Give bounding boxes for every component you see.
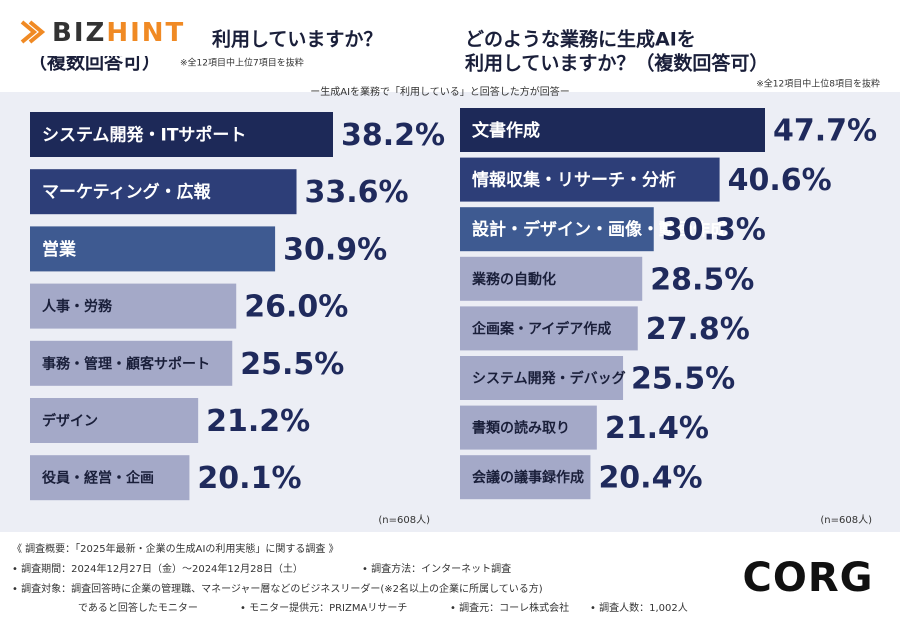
bar [460, 306, 638, 351]
category-label: マーケティング・広報 [42, 182, 212, 203]
subtitle: ー生成AIを業務で「利用している」と回答した方が回答ー [310, 85, 570, 98]
logo-icon [20, 20, 46, 44]
value-label: 30.9% [283, 232, 387, 267]
bar [30, 283, 237, 329]
chart-note: ※全12項目中上位7項目を抜粋 [180, 57, 304, 69]
bar [460, 108, 765, 152]
category-label: システム開発・ITサポート [42, 125, 246, 146]
bar [460, 405, 597, 450]
category-label: 事務・管理・顧客サポート [42, 355, 210, 372]
value-label: 25.5% [631, 362, 735, 397]
value-label: 38.2% [341, 118, 445, 153]
brand-logo: CORG [743, 555, 874, 601]
bar [30, 226, 276, 272]
footer-item: • 調査対象：調査回答時に企業の管理職、マネージャー層などのビジネスリーダー(※… [12, 582, 543, 595]
bar [460, 455, 591, 500]
category-label: 会議の議事録作成 [472, 469, 584, 486]
bar [460, 256, 643, 301]
footer-item: • 調査方法：インターネット調査 [362, 562, 511, 575]
footer-item: であると回答したモニター [78, 601, 198, 614]
category-label: 設計・デザイン・画像・動画作成 [472, 219, 727, 240]
sample-size: (n=608人) [378, 514, 430, 526]
category-label: システム開発・デバッグ [472, 370, 626, 387]
bar [30, 169, 297, 215]
category-label: 企画案・アイデア作成 [471, 320, 611, 337]
value-label: 47.7% [773, 114, 877, 149]
category-label: 役員・経営・企画 [42, 470, 154, 487]
bar [30, 340, 233, 386]
footer-item: • モニター提供元：PRIZMAリサーチ [240, 601, 407, 614]
chart-title: どのような業務に生成AIを [465, 28, 696, 51]
value-label: 21.2% [206, 404, 310, 439]
chart-title: 利用していますか？（複数回答可） [465, 52, 768, 75]
value-label: 26.0% [244, 290, 348, 325]
logo-part: HINT [106, 18, 185, 48]
category-label: 書類の読み取り [472, 420, 570, 437]
bar [30, 398, 199, 443]
sample-size: (n=608人) [820, 514, 872, 526]
bar [460, 207, 654, 252]
footer-item: • 調査元：コーレ株式会社 [450, 601, 569, 614]
category-label: 人事・労務 [42, 298, 113, 315]
bar [30, 112, 333, 157]
category-label: 営業 [42, 239, 76, 260]
chart-title: （複数回答可） [28, 51, 161, 74]
chart-note: ※全12項目中上位8項目を抜粋 [756, 78, 880, 90]
value-label: 40.6% [728, 163, 832, 198]
footer-item: • 調査期間：2024年12月27日（金）〜2024年12月28日（土） [12, 562, 303, 575]
value-label: 28.5% [650, 262, 754, 297]
category-label: 業務の自動化 [471, 271, 556, 288]
bar [460, 356, 624, 400]
value-label: 25.5% [240, 347, 344, 382]
bar [460, 157, 720, 202]
value-label: 20.1% [197, 461, 301, 496]
logo: BIZHINT [52, 18, 185, 48]
logo-part: BIZ [52, 18, 106, 48]
value-label: 27.8% [646, 312, 750, 347]
category-label: 文書作成 [472, 120, 540, 141]
category-label: 情報収集・リサーチ・分析 [472, 170, 676, 191]
bar [30, 455, 190, 501]
value-label: 33.6% [305, 175, 409, 210]
value-label: 30.3% [662, 213, 766, 248]
footer-item: • 調査人数：1,002人 [590, 601, 688, 614]
category-label: デザイン [42, 413, 98, 430]
chart-title: 利用していますか？ [212, 29, 382, 51]
value-label: 20.4% [598, 461, 702, 496]
value-label: 21.4% [605, 411, 709, 446]
footer-heading: 《 調査概要：「2025年最新・企業の生成AIの利用実態」に関する調査 》 [12, 542, 339, 555]
